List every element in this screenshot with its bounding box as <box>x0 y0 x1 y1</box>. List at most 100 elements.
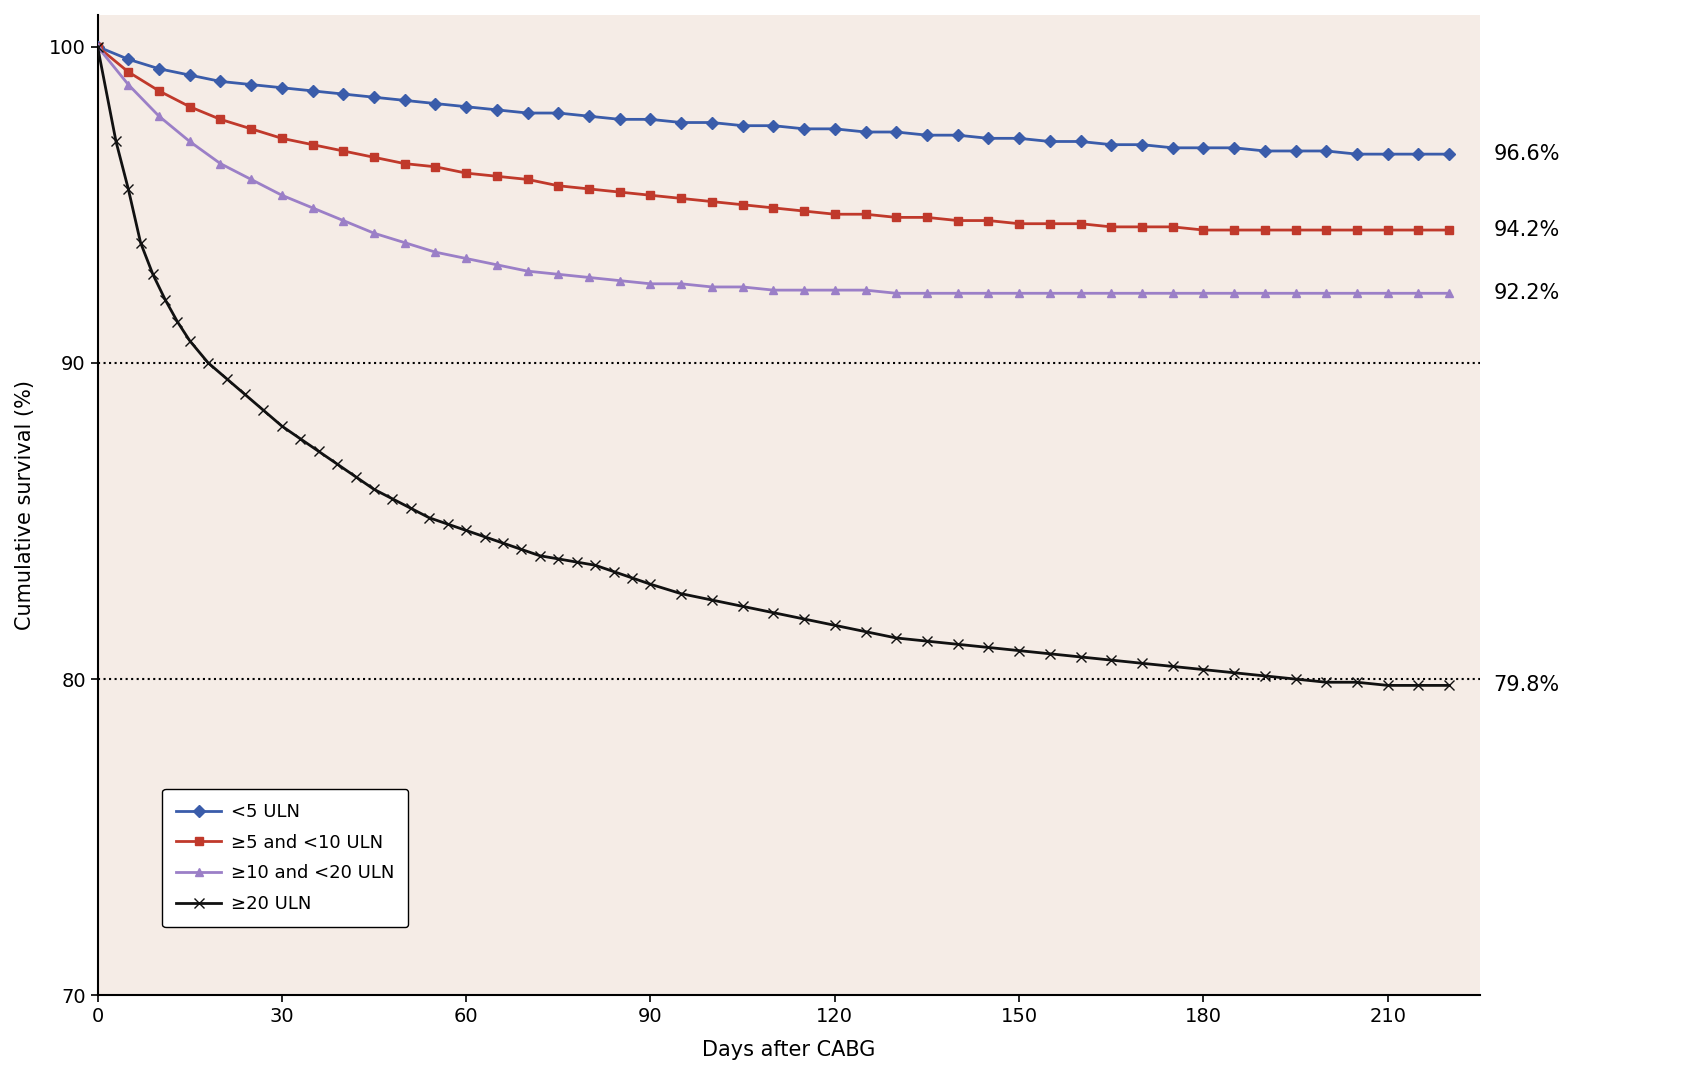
≥5 and <10 ULN <box>979 214 999 227</box>
≥5 and <10 ULN <box>119 66 139 78</box>
≥10 and <20 ULN <box>1194 287 1214 300</box>
≥10 and <20 ULN <box>303 201 323 214</box>
<5 ULN <box>1194 142 1214 155</box>
≥5 and <10 ULN <box>1439 224 1459 236</box>
≥10 and <20 ULN <box>455 252 476 264</box>
<5 ULN <box>609 113 630 126</box>
<5 ULN <box>119 53 139 66</box>
≥5 and <10 ULN <box>455 167 476 180</box>
≥20 ULN <box>1378 679 1398 692</box>
≥10 and <20 ULN <box>855 284 875 297</box>
≥10 and <20 ULN <box>1348 287 1368 300</box>
<5 ULN <box>1255 144 1275 157</box>
≥5 and <10 ULN <box>88 40 108 53</box>
Text: 79.8%: 79.8% <box>1493 675 1559 696</box>
≥10 and <20 ULN <box>394 236 415 249</box>
≥10 and <20 ULN <box>210 157 230 170</box>
≥5 and <10 ULN <box>334 144 354 157</box>
≥10 and <20 ULN <box>1315 287 1336 300</box>
<5 ULN <box>1378 147 1398 160</box>
≥5 and <10 ULN <box>1224 224 1244 236</box>
≥5 and <10 ULN <box>1100 220 1121 233</box>
X-axis label: Days after CABG: Days after CABG <box>703 1040 875 1060</box>
≥5 and <10 ULN <box>1194 224 1214 236</box>
<5 ULN <box>179 69 200 82</box>
<5 ULN <box>425 97 445 110</box>
≥5 and <10 ULN <box>948 214 968 227</box>
≥10 and <20 ULN <box>1378 287 1398 300</box>
<5 ULN <box>1163 142 1183 155</box>
≥10 and <20 ULN <box>1009 287 1029 300</box>
≥10 and <20 ULN <box>488 258 508 271</box>
Text: 92.2%: 92.2% <box>1493 284 1559 303</box>
≥10 and <20 ULN <box>764 284 784 297</box>
<5 ULN <box>1224 142 1244 155</box>
<5 ULN <box>364 90 384 103</box>
<5 ULN <box>979 132 999 145</box>
≥10 and <20 ULN <box>119 78 139 91</box>
<5 ULN <box>1009 132 1029 145</box>
≥5 and <10 ULN <box>425 160 445 173</box>
<5 ULN <box>1315 144 1336 157</box>
≥5 and <10 ULN <box>1409 224 1429 236</box>
≥5 and <10 ULN <box>1009 217 1029 230</box>
<5 ULN <box>549 106 569 119</box>
≥10 and <20 ULN <box>334 214 354 227</box>
≥5 and <10 ULN <box>764 201 784 214</box>
<5 ULN <box>885 126 906 139</box>
≥20 ULN <box>217 372 237 385</box>
≥5 and <10 ULN <box>210 113 230 126</box>
≥5 and <10 ULN <box>733 198 753 211</box>
≥10 and <20 ULN <box>1070 287 1090 300</box>
≥10 and <20 ULN <box>179 135 200 148</box>
≥10 and <20 ULN <box>1100 287 1121 300</box>
<5 ULN <box>918 129 938 142</box>
≥5 and <10 ULN <box>1163 220 1183 233</box>
≥5 and <10 ULN <box>670 192 691 205</box>
≥10 and <20 ULN <box>885 287 906 300</box>
Line: ≥20 ULN: ≥20 ULN <box>93 42 1454 690</box>
≥5 and <10 ULN <box>303 139 323 152</box>
≥20 ULN <box>327 458 347 471</box>
Text: 96.6%: 96.6% <box>1493 144 1561 164</box>
≥10 and <20 ULN <box>794 284 814 297</box>
≥5 and <10 ULN <box>1133 220 1153 233</box>
<5 ULN <box>670 116 691 129</box>
≥5 and <10 ULN <box>579 183 599 196</box>
≥10 and <20 ULN <box>609 274 630 287</box>
<5 ULN <box>824 123 845 135</box>
≥5 and <10 ULN <box>824 207 845 220</box>
≥10 and <20 ULN <box>549 268 569 281</box>
≥10 and <20 ULN <box>918 287 938 300</box>
<5 ULN <box>88 40 108 53</box>
≥10 and <20 ULN <box>518 264 538 277</box>
<5 ULN <box>1409 147 1429 160</box>
≥10 and <20 ULN <box>703 281 723 293</box>
≥10 and <20 ULN <box>240 173 261 186</box>
<5 ULN <box>334 87 354 100</box>
≥20 ULN <box>948 637 968 650</box>
<5 ULN <box>640 113 660 126</box>
≥5 and <10 ULN <box>549 180 569 192</box>
≥10 and <20 ULN <box>1163 287 1183 300</box>
<5 ULN <box>1439 147 1459 160</box>
≥5 and <10 ULN <box>1040 217 1060 230</box>
≥5 and <10 ULN <box>640 189 660 202</box>
Y-axis label: Cumulative survival (%): Cumulative survival (%) <box>15 381 36 630</box>
≥5 and <10 ULN <box>488 170 508 183</box>
≥10 and <20 ULN <box>1409 287 1429 300</box>
Line: <5 ULN: <5 ULN <box>93 42 1453 158</box>
<5 ULN <box>703 116 723 129</box>
≥5 and <10 ULN <box>1255 224 1275 236</box>
≥5 and <10 ULN <box>918 211 938 224</box>
≥5 and <10 ULN <box>364 151 384 163</box>
≥5 and <10 ULN <box>1285 224 1305 236</box>
≥20 ULN <box>119 183 139 196</box>
≥5 and <10 ULN <box>1315 224 1336 236</box>
≥5 and <10 ULN <box>240 123 261 135</box>
<5 ULN <box>764 119 784 132</box>
≥20 ULN <box>88 40 108 53</box>
<5 ULN <box>1070 135 1090 148</box>
≥5 and <10 ULN <box>394 157 415 170</box>
<5 ULN <box>733 119 753 132</box>
